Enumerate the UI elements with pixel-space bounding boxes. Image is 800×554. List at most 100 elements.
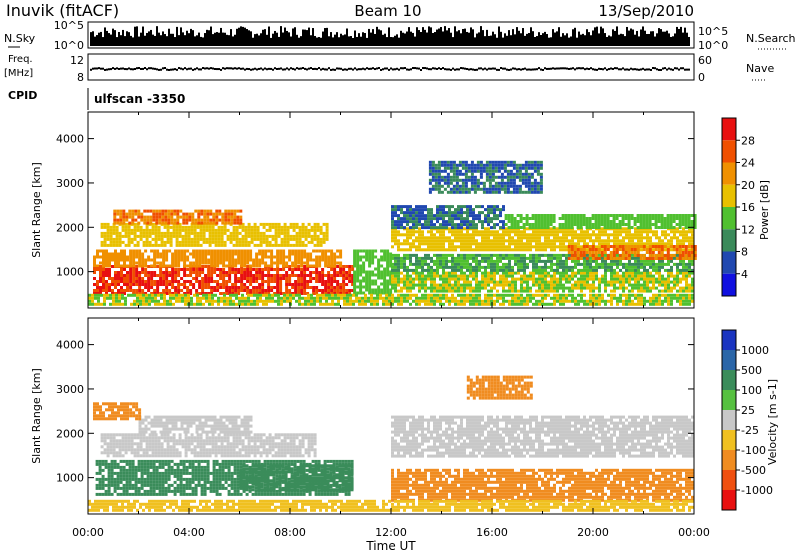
- nsky-bar: [350, 36, 352, 46]
- power-cell: [454, 223, 457, 227]
- power-cell: [516, 226, 520, 229]
- power-cell: [448, 205, 451, 209]
- power-cell: [607, 239, 610, 243]
- power-cell: [567, 214, 571, 217]
- power-cell: [655, 262, 658, 266]
- power-cell: [475, 233, 478, 237]
- power-cell: [478, 289, 481, 293]
- freq-point: [110, 68, 112, 71]
- power-cell: [510, 226, 514, 229]
- power-cell: [339, 268, 343, 271]
- power-cell: [294, 255, 298, 259]
- power-cell: [457, 253, 460, 257]
- power-cell: [430, 230, 433, 234]
- power-cell: [120, 264, 123, 268]
- power-cell: [412, 271, 415, 275]
- power-cell: [233, 215, 237, 219]
- power-cell: [556, 245, 559, 249]
- power-cell: [640, 277, 643, 281]
- power-cell: [222, 277, 226, 280]
- power-cell: [469, 211, 472, 215]
- power-cell: [415, 283, 418, 287]
- power-cell: [579, 251, 583, 254]
- power-cell: [228, 261, 232, 265]
- power-cell: [502, 253, 505, 257]
- power-cell: [228, 280, 232, 283]
- power-cell: [502, 226, 505, 230]
- power-cell: [595, 236, 598, 240]
- power-cell: [171, 283, 175, 286]
- power-cell: [427, 262, 430, 266]
- power-cell: [606, 214, 610, 217]
- power-cell: [670, 271, 673, 275]
- power-cell: [201, 265, 205, 268]
- power-cell: [216, 258, 220, 262]
- power-cell: [475, 259, 478, 263]
- nsky-bar: [268, 26, 270, 46]
- power-cell: [436, 286, 439, 290]
- power-cell: [177, 264, 181, 268]
- power-cell: [184, 225, 188, 229]
- freq-point: [556, 67, 558, 70]
- power-cell: [234, 286, 238, 289]
- power-cell: [586, 268, 589, 272]
- nsky-bar: [278, 36, 280, 46]
- power-cell: [646, 233, 649, 237]
- power-cell: [556, 256, 559, 260]
- power-cell: [380, 276, 384, 280]
- power-cell: [114, 280, 117, 283]
- power-cell: [526, 256, 529, 260]
- power-cell: [451, 262, 454, 266]
- power-cell: [685, 277, 688, 281]
- power-cell: [691, 271, 694, 275]
- power-cell: [415, 277, 418, 281]
- nsky-bar: [102, 37, 104, 46]
- power-cell: [168, 292, 172, 295]
- power-cell: [244, 240, 248, 244]
- nsky-bar: [296, 34, 298, 46]
- power-cell: [353, 270, 357, 274]
- power-cell: [574, 265, 577, 269]
- nsky-bar: [456, 31, 458, 46]
- power-cell: [433, 253, 436, 257]
- power-cell: [493, 214, 496, 218]
- power-cell: [673, 286, 676, 290]
- power-cell: [549, 223, 553, 226]
- power-cell: [187, 231, 191, 235]
- power-cell: [222, 283, 226, 286]
- power-cell: [625, 236, 628, 240]
- power-cell: [353, 285, 357, 289]
- power-cell: [634, 256, 637, 260]
- nsky-bar: [406, 31, 408, 46]
- power-cell: [583, 265, 586, 269]
- power-cell: [451, 242, 454, 246]
- power-cell: [282, 274, 286, 277]
- power-cell: [310, 240, 314, 244]
- power-cell: [667, 233, 670, 237]
- power-cell: [493, 245, 496, 249]
- power-cell: [295, 237, 299, 241]
- power-cell: [604, 286, 607, 290]
- power-cell: [427, 268, 430, 272]
- power-cell: [377, 258, 381, 262]
- power-cell: [279, 268, 283, 271]
- power-cell: [556, 265, 559, 269]
- power-cell: [625, 262, 628, 266]
- nsky-bar: [518, 30, 520, 46]
- power-cell: [234, 252, 238, 256]
- power-cell: [353, 273, 357, 277]
- power-cell: [336, 261, 340, 265]
- power-cell: [493, 233, 496, 237]
- power-cell: [538, 230, 541, 234]
- power-cell: [295, 225, 299, 229]
- power-cell: [124, 234, 128, 238]
- power-cell: [356, 255, 360, 259]
- power-cell: [154, 240, 158, 244]
- power-cell: [409, 226, 412, 230]
- power-cell: [383, 270, 387, 274]
- power-cell: [622, 262, 625, 266]
- power-cell: [273, 277, 277, 280]
- nsky-bar: [310, 35, 312, 46]
- power-cell: [649, 262, 652, 266]
